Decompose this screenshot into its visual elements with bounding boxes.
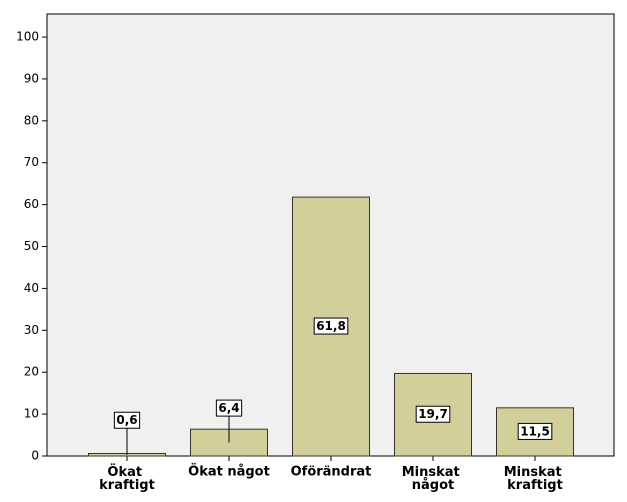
y-tick-label: 70 [24, 155, 39, 169]
x-tick-label: Oförändrat [291, 465, 372, 480]
value-label-box [313, 317, 349, 335]
value-label: 19,7 [418, 407, 448, 421]
value-label-box [517, 422, 553, 440]
value-label: 6,4 [218, 401, 239, 415]
value-label-box [113, 411, 141, 429]
y-tick-label: 10 [24, 407, 39, 421]
y-tick-label: 30 [24, 323, 39, 337]
value-label-box [215, 399, 243, 417]
x-tick-label: Minskat något [402, 465, 465, 493]
y-tick-label: 0 [31, 449, 39, 463]
x-tick-label: Ökat något [188, 464, 270, 480]
x-tick-label: Ökat kraftigt [99, 464, 155, 493]
y-tick-label: 20 [24, 365, 39, 379]
y-tick-label: 40 [24, 281, 39, 295]
y-tick-label: 100 [16, 30, 39, 44]
y-tick-label: 60 [24, 197, 39, 211]
y-tick-label: 90 [24, 71, 39, 85]
x-tick-label: Minskat kraftigt [504, 465, 567, 493]
y-tick-label: 50 [24, 239, 39, 253]
value-label-box [415, 405, 451, 423]
y-tick-label: 80 [24, 113, 39, 127]
value-label: 0,6 [116, 413, 137, 427]
value-label: 11,5 [520, 424, 550, 438]
value-label: 61,8 [316, 319, 346, 333]
